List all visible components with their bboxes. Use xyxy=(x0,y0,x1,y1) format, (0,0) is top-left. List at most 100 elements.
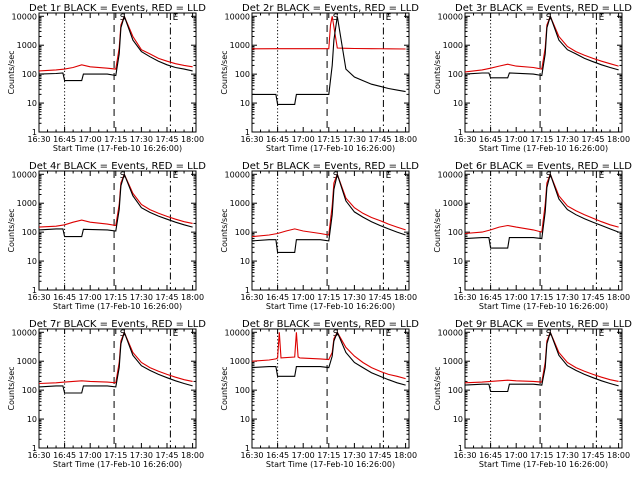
detector-panel-9: Det 9r BLACK = Events, RED = LLD 1 10 100 10… xyxy=(433,319,632,469)
detector-panel-3: Det 3r BLACK = Events, RED = LLD 1 10 100 10… xyxy=(433,3,632,153)
plot-frame xyxy=(38,170,197,291)
plot-frame xyxy=(251,12,410,133)
interval-marker-e: E xyxy=(386,329,392,339)
x-tick-label: 17:15 xyxy=(530,135,553,144)
x-tick-label: 17:30 xyxy=(130,293,153,302)
y-tick-label: 1000 xyxy=(230,41,250,50)
interval-marker-e: E xyxy=(173,329,179,339)
events-series-line xyxy=(39,14,193,82)
y-tick-label: 100 xyxy=(448,386,463,395)
y-tick-label: 100 xyxy=(22,228,37,237)
x-tick-label: 17:30 xyxy=(130,135,153,144)
plot-frame xyxy=(251,170,410,291)
y-tick-label: 10000 xyxy=(225,328,250,337)
x-axis-label: Start Time (17-Feb-10 16:26:00) xyxy=(479,302,608,311)
plot-frame xyxy=(38,12,197,133)
y-tick-label: 1000 xyxy=(443,199,463,208)
y-tick-label: 10 xyxy=(27,257,37,266)
x-tick-label: 17:15 xyxy=(104,135,127,144)
x-tick-label: 17:00 xyxy=(505,293,528,302)
events-series-line xyxy=(252,330,406,386)
y-tick-label: 10 xyxy=(27,99,37,108)
y-tick-label: 100 xyxy=(22,70,37,79)
x-tick-label: 16:45 xyxy=(479,135,502,144)
x-tick-label: 16:45 xyxy=(53,451,76,460)
panel-title: Det 8r BLACK = Events, RED = LLD xyxy=(242,319,419,330)
interval-marker-e: E xyxy=(173,171,179,181)
y-axis-label: Counts/sec xyxy=(220,366,229,410)
detector-panel-5: Det 5r BLACK = Events, RED = LLD 1 10 100 10… xyxy=(220,161,419,311)
x-axis-label: Start Time (17-Feb-10 16:26:00) xyxy=(266,302,395,311)
x-tick-label: 17:45 xyxy=(155,451,178,460)
x-tick-label: 17:15 xyxy=(317,135,340,144)
y-tick-label: 10000 xyxy=(225,12,250,21)
x-tick-label: 17:00 xyxy=(505,135,528,144)
y-axis-label: Counts/sec xyxy=(433,366,442,410)
detector-panel-6: Det 6r BLACK = Events, RED = LLD 1 10 100 10… xyxy=(433,161,632,311)
lld-series-line xyxy=(39,14,193,72)
x-tick-label: 18:00 xyxy=(394,293,417,302)
y-tick-label: 1000 xyxy=(17,41,37,50)
lld-series-line xyxy=(465,14,619,73)
x-tick-label: 18:00 xyxy=(607,451,630,460)
x-tick-label: 17:00 xyxy=(79,135,102,144)
x-tick-label: 17:00 xyxy=(292,293,315,302)
interval-marker-e: E xyxy=(599,13,605,23)
x-tick-label: 16:45 xyxy=(479,293,502,302)
x-tick-label: 17:45 xyxy=(581,135,604,144)
x-tick-label: 18:00 xyxy=(394,135,417,144)
plot-frame xyxy=(38,328,197,449)
y-tick-label: 100 xyxy=(448,228,463,237)
events-series-line xyxy=(39,172,193,238)
interval-marker-s: S xyxy=(120,13,126,23)
y-tick-label: 100 xyxy=(448,70,463,79)
interval-marker-e: E xyxy=(386,171,392,181)
events-series-line xyxy=(252,16,406,105)
x-tick-label: 17:30 xyxy=(556,451,579,460)
panel-title: Det 3r BLACK = Events, RED = LLD xyxy=(455,3,632,14)
y-tick-label: 1000 xyxy=(230,357,250,366)
y-tick-label: 100 xyxy=(235,228,250,237)
events-series-line xyxy=(465,330,619,393)
y-tick-label: 10000 xyxy=(438,328,463,337)
y-tick-label: 1 xyxy=(245,444,250,453)
x-axis-label: Start Time (17-Feb-10 16:26:00) xyxy=(479,460,608,469)
x-tick-label: 17:15 xyxy=(530,293,553,302)
x-tick-label: 17:15 xyxy=(104,293,127,302)
panel-title: Det 6r BLACK = Events, RED = LLD xyxy=(455,161,632,172)
detector-panel-4: Det 4r BLACK = Events, RED = LLD 1 10 100 10… xyxy=(7,161,206,311)
y-tick-label: 10000 xyxy=(12,12,37,21)
y-axis-label: Counts/sec xyxy=(7,366,16,410)
y-tick-label: 100 xyxy=(235,386,250,395)
lld-series-line xyxy=(252,172,406,238)
x-tick-label: 17:00 xyxy=(79,451,102,460)
x-tick-label: 16:30 xyxy=(240,451,263,460)
y-tick-label: 100 xyxy=(22,386,37,395)
y-tick-label: 10 xyxy=(453,257,463,266)
y-tick-label: 100 xyxy=(235,70,250,79)
events-series-line xyxy=(252,172,406,253)
x-tick-label: 17:30 xyxy=(343,293,366,302)
x-tick-label: 16:30 xyxy=(240,293,263,302)
plot-frame xyxy=(464,12,623,133)
detector-panel-8: Det 8r BLACK = Events, RED = LLD 1 10 100 10… xyxy=(220,319,419,469)
y-tick-label: 1 xyxy=(458,128,463,137)
x-tick-label: 17:15 xyxy=(317,451,340,460)
y-tick-label: 1 xyxy=(32,444,37,453)
y-tick-label: 10000 xyxy=(438,12,463,21)
x-tick-label: 17:45 xyxy=(368,135,391,144)
interval-marker-e: E xyxy=(599,329,605,339)
interval-marker-s: S xyxy=(333,171,339,181)
x-tick-label: 16:45 xyxy=(53,293,76,302)
interval-marker-e: E xyxy=(599,171,605,181)
y-tick-label: 1 xyxy=(245,286,250,295)
y-tick-label: 1000 xyxy=(443,41,463,50)
x-axis-label: Start Time (17-Feb-10 16:26:00) xyxy=(479,144,608,153)
y-tick-label: 10000 xyxy=(438,170,463,179)
x-tick-label: 17:00 xyxy=(505,451,528,460)
x-tick-label: 16:45 xyxy=(266,451,289,460)
x-tick-label: 17:30 xyxy=(343,451,366,460)
interval-marker-s: S xyxy=(546,13,552,23)
events-series-line xyxy=(465,14,619,79)
